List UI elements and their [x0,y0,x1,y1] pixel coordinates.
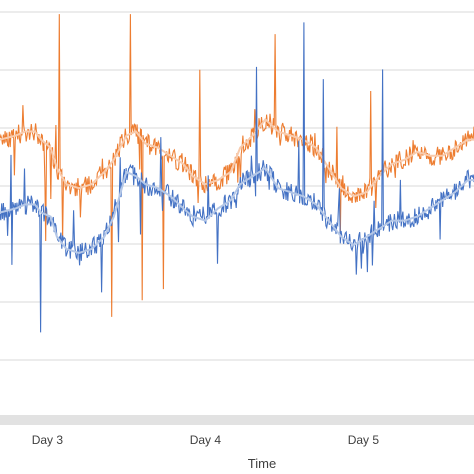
x-tick-labels: Day 3 Day 4 Day 5 [32,433,380,447]
series-layer [0,14,474,333]
series-1-smoothed-line [0,117,474,198]
series-1-raw-line [0,14,474,317]
x-axis-title: Time [248,456,276,471]
x-tick-label: Day 3 [32,433,64,447]
x-axis-scrollbar-track[interactable] [0,415,474,425]
series-2 [0,22,474,333]
series-2-smoothed-line [0,166,474,255]
x-tick-label: Day 4 [190,433,222,447]
series-1 [0,14,474,317]
series-2-raw-line [0,22,474,333]
x-tick-label: Day 5 [348,433,380,447]
